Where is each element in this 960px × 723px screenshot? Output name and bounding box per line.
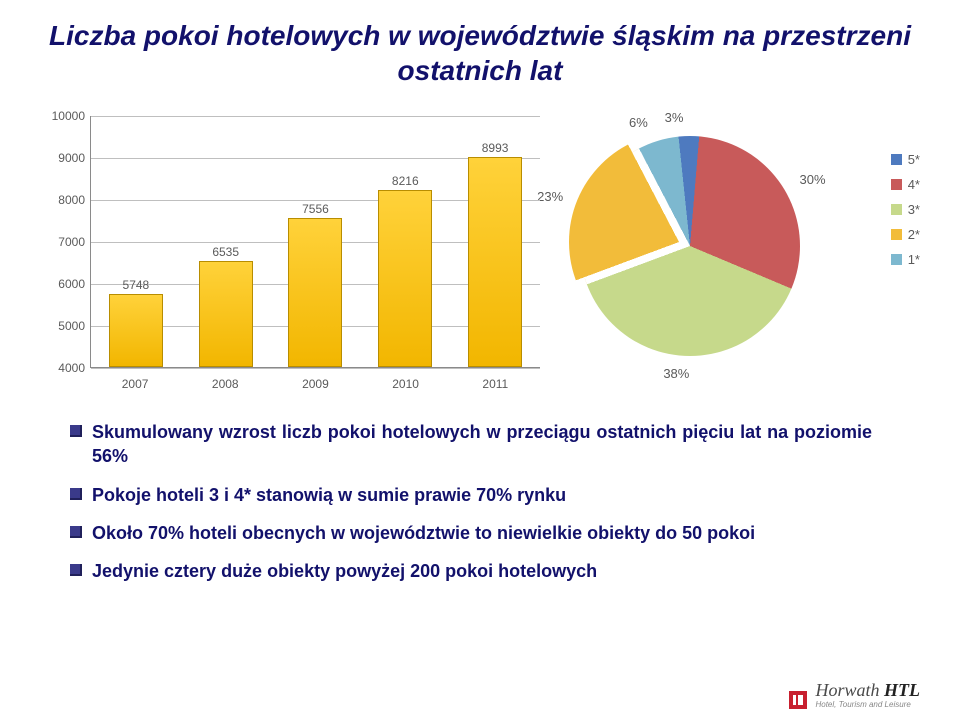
legend-swatch-icon [891, 204, 902, 215]
bars-container: 5748 6535 7556 8216 8993 [91, 116, 540, 367]
bar-x-label: 2008 [212, 377, 239, 391]
bar-y-tick: 6000 [41, 277, 85, 291]
pie-chart: 3%30%38%23%6% 5* 4* 3* 2* 1* [560, 116, 920, 376]
bullet-marker-icon [70, 564, 82, 576]
legend-swatch-icon [891, 229, 902, 240]
logo-mark-icon [789, 691, 807, 709]
bar-rect [468, 157, 522, 367]
bar-y-tick: 4000 [41, 361, 85, 375]
logo-sub: Hotel, Tourism and Leisure [815, 701, 920, 709]
bullet-item: Jedynie cztery duże obiekty powyżej 200 … [70, 559, 920, 583]
page-title: Liczba pokoi hotelowych w województwie ś… [40, 18, 920, 88]
bullet-item: Około 70% hoteli obecnych w województwie… [70, 521, 920, 545]
bullet-marker-icon [70, 488, 82, 500]
legend-label: 5* [908, 152, 920, 167]
bar: 8216 [375, 174, 435, 367]
bar-gridline [91, 368, 540, 369]
pie-legend: 5* 4* 3* 2* 1* [891, 152, 920, 277]
legend-item: 4* [891, 177, 920, 192]
bar: 6535 [196, 245, 256, 367]
pie-pulled-slice [569, 132, 789, 352]
legend-swatch-icon [891, 179, 902, 190]
bullet-marker-icon [70, 526, 82, 538]
bar-y-tick: 7000 [41, 235, 85, 249]
bar-x-label: 2007 [122, 377, 149, 391]
bar-value-label: 8993 [482, 141, 509, 155]
bar-x-label: 2009 [302, 377, 329, 391]
bar-x-labels: 2007 2008 2009 2010 2011 [90, 372, 540, 396]
logo-bold: HTL [884, 680, 920, 700]
legend-item: 3* [891, 202, 920, 217]
bar-value-label: 5748 [123, 278, 150, 292]
bullet-marker-icon [70, 425, 82, 437]
bullet-text: Pokoje hoteli 3 i 4* stanowią w sumie pr… [92, 483, 566, 507]
bar-rect [199, 261, 253, 367]
bar-rect [109, 294, 163, 367]
pie-area: 3%30%38%23%6% [560, 116, 820, 376]
legend-item: 5* [891, 152, 920, 167]
pie-pct-label: 30% [799, 172, 825, 187]
legend-label: 2* [908, 227, 920, 242]
bar-value-label: 6535 [212, 245, 239, 259]
logo-text: Horwath HTL Hotel, Tourism and Leisure [815, 681, 920, 709]
bullet-item: Skumulowany wzrost liczb pokoi hotelowyc… [70, 420, 920, 469]
legend-item: 2* [891, 227, 920, 242]
legend-label: 4* [908, 177, 920, 192]
bar-chart: 5748 6535 7556 8216 8993 4000 5000 6000 7000 800… [40, 116, 540, 396]
pie-pct-label: 6% [629, 115, 648, 130]
bullet-text: Jedynie cztery duże obiekty powyżej 200 … [92, 559, 597, 583]
bar-y-tick: 8000 [41, 193, 85, 207]
logo-word: Horwath [815, 680, 879, 700]
bar-x-label: 2011 [482, 377, 508, 391]
bar-value-label: 8216 [392, 174, 419, 188]
bullet-text: Około 70% hoteli obecnych w województwie… [92, 521, 755, 545]
footer-logo: Horwath HTL Hotel, Tourism and Leisure [789, 681, 920, 709]
logo-main: Horwath HTL [815, 681, 920, 699]
bar: 8993 [465, 141, 525, 367]
bar-y-tick: 9000 [41, 151, 85, 165]
bar-y-tick: 10000 [41, 109, 85, 123]
bar-x-label: 2010 [392, 377, 419, 391]
bullet-item: Pokoje hoteli 3 i 4* stanowią w sumie pr… [70, 483, 920, 507]
pie-pct-label: 3% [665, 110, 684, 125]
bar-y-tick: 5000 [41, 319, 85, 333]
bar-rect [288, 218, 342, 367]
legend-item: 1* [891, 252, 920, 267]
bullet-list: Skumulowany wzrost liczb pokoi hotelowyc… [40, 420, 920, 583]
bar-rect [378, 190, 432, 367]
bar-plot-area: 57486535755682168993 4000500060007000800… [90, 116, 540, 368]
bar: 7556 [285, 202, 345, 367]
charts-row: 5748 6535 7556 8216 8993 4000 5000 6000 7000 800… [40, 116, 920, 396]
pie-pct-label: 38% [663, 366, 689, 381]
legend-label: 3* [908, 202, 920, 217]
legend-swatch-icon [891, 154, 902, 165]
bar: 5748 [106, 278, 166, 367]
legend-label: 1* [908, 252, 920, 267]
bullet-text: Skumulowany wzrost liczb pokoi hotelowyc… [92, 420, 872, 469]
pie-pct-label: 23% [537, 189, 563, 204]
legend-swatch-icon [891, 254, 902, 265]
bar-value-label: 7556 [302, 202, 329, 216]
